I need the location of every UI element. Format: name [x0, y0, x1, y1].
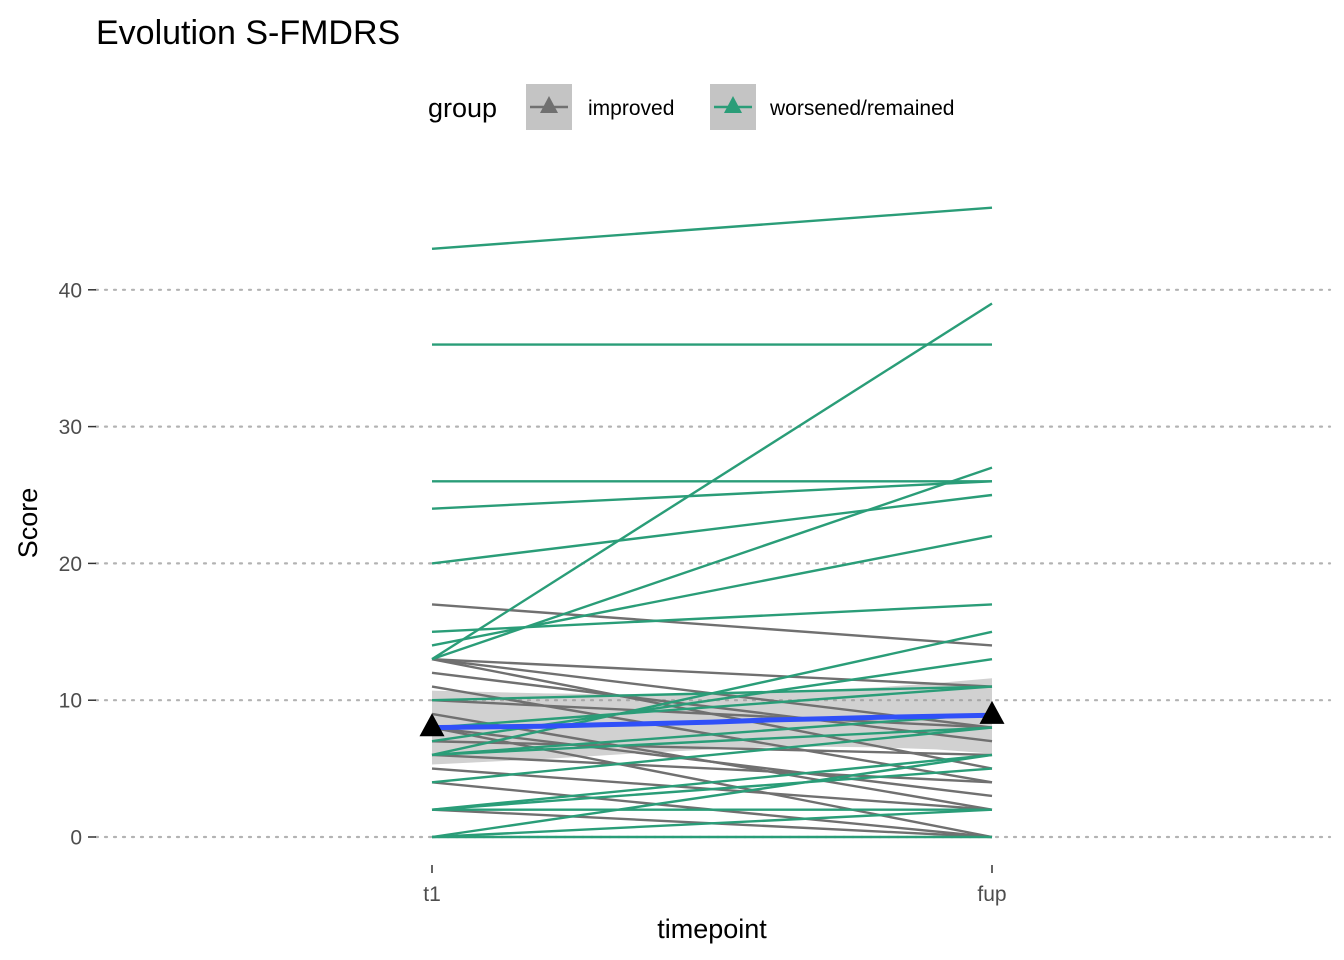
- legend-triangle-improved-icon: [540, 96, 558, 113]
- x-tick-label: fup: [977, 883, 1006, 906]
- series-line-worsened: [431, 808, 993, 839]
- mean-marker-t1: [419, 713, 445, 737]
- chart-title: Evolution S-FMDRS: [96, 14, 400, 52]
- legend: group improved worsened/remained: [428, 84, 954, 130]
- series-line-improved: [431, 603, 993, 647]
- y-tick-label: 20: [59, 553, 82, 576]
- series-line-worsened: [431, 767, 993, 811]
- series-lines: [431, 206, 993, 839]
- series-line-improved: [431, 753, 993, 784]
- series-line-worsened: [431, 206, 993, 250]
- series-line-worsened: [431, 493, 993, 565]
- y-tick-label: 40: [59, 279, 82, 302]
- series-line-worsened: [431, 302, 993, 661]
- series-line-worsened: [431, 753, 993, 811]
- series-line-improved: [431, 740, 993, 757]
- legend-triangle-worsened-icon: [724, 96, 742, 113]
- series-line-improved: [431, 699, 993, 729]
- legend-label-improved: improved: [588, 97, 674, 120]
- mean-marker-fup: [979, 700, 1005, 724]
- series-line-worsened: [431, 630, 993, 757]
- legend-title: group: [428, 93, 497, 123]
- series-line-worsened: [431, 726, 993, 757]
- x-axis: t1 fup: [423, 865, 1007, 906]
- gridlines: [94, 288, 1332, 839]
- legend-label-worsened: worsened/remained: [769, 97, 954, 120]
- y-tick-label: 10: [59, 690, 82, 713]
- x-tick-label: t1: [423, 883, 441, 906]
- y-tick-label: 0: [70, 827, 82, 850]
- x-axis-title: timepoint: [657, 914, 767, 944]
- series-line-worsened: [431, 753, 993, 839]
- series-line-worsened: [431, 480, 993, 510]
- y-axis-title: Score: [13, 488, 43, 559]
- series-line-improved: [431, 657, 993, 688]
- series-line-worsened: [431, 603, 993, 633]
- series-line-worsened: [431, 466, 993, 661]
- y-tick-label: 30: [59, 416, 82, 439]
- mean-line: [429, 712, 995, 731]
- series-line-improved: [431, 726, 993, 798]
- mean-trend: [419, 700, 1005, 737]
- series-line-worsened: [431, 726, 993, 784]
- series-line-worsened: [431, 712, 993, 757]
- series-line-worsened: [431, 685, 993, 729]
- y-axis: 0 10 20 30 40: [59, 279, 96, 850]
